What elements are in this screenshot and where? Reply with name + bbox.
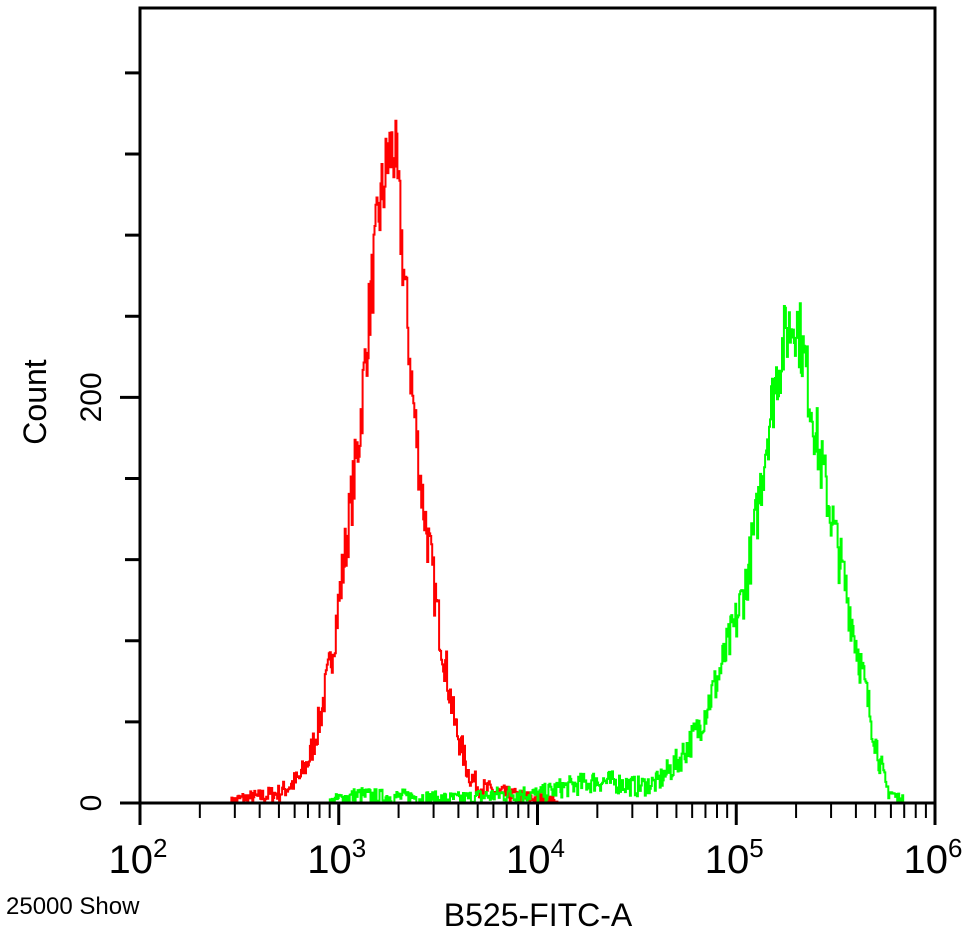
y-axis-label: Count	[17, 359, 53, 445]
plot-frame	[138, 6, 937, 803]
series-layer	[140, 119, 906, 804]
y-tick-label: 0	[75, 795, 108, 812]
series-control	[140, 119, 559, 804]
y-tick-label: 200	[75, 372, 108, 422]
x-tick-label: 105	[705, 833, 764, 882]
x-tick-label: 102	[109, 833, 168, 882]
x-tick-label: 106	[904, 833, 963, 882]
axes-layer: 102 103 104 105 106 0 200	[75, 6, 963, 882]
x-tick-label: 104	[506, 833, 565, 882]
series-stained	[328, 302, 906, 804]
x-tick-label: 103	[307, 833, 366, 882]
x-axis-label: B525-FITC-A	[444, 897, 633, 933]
event-count-footnote: 25000 Show	[6, 893, 140, 920]
